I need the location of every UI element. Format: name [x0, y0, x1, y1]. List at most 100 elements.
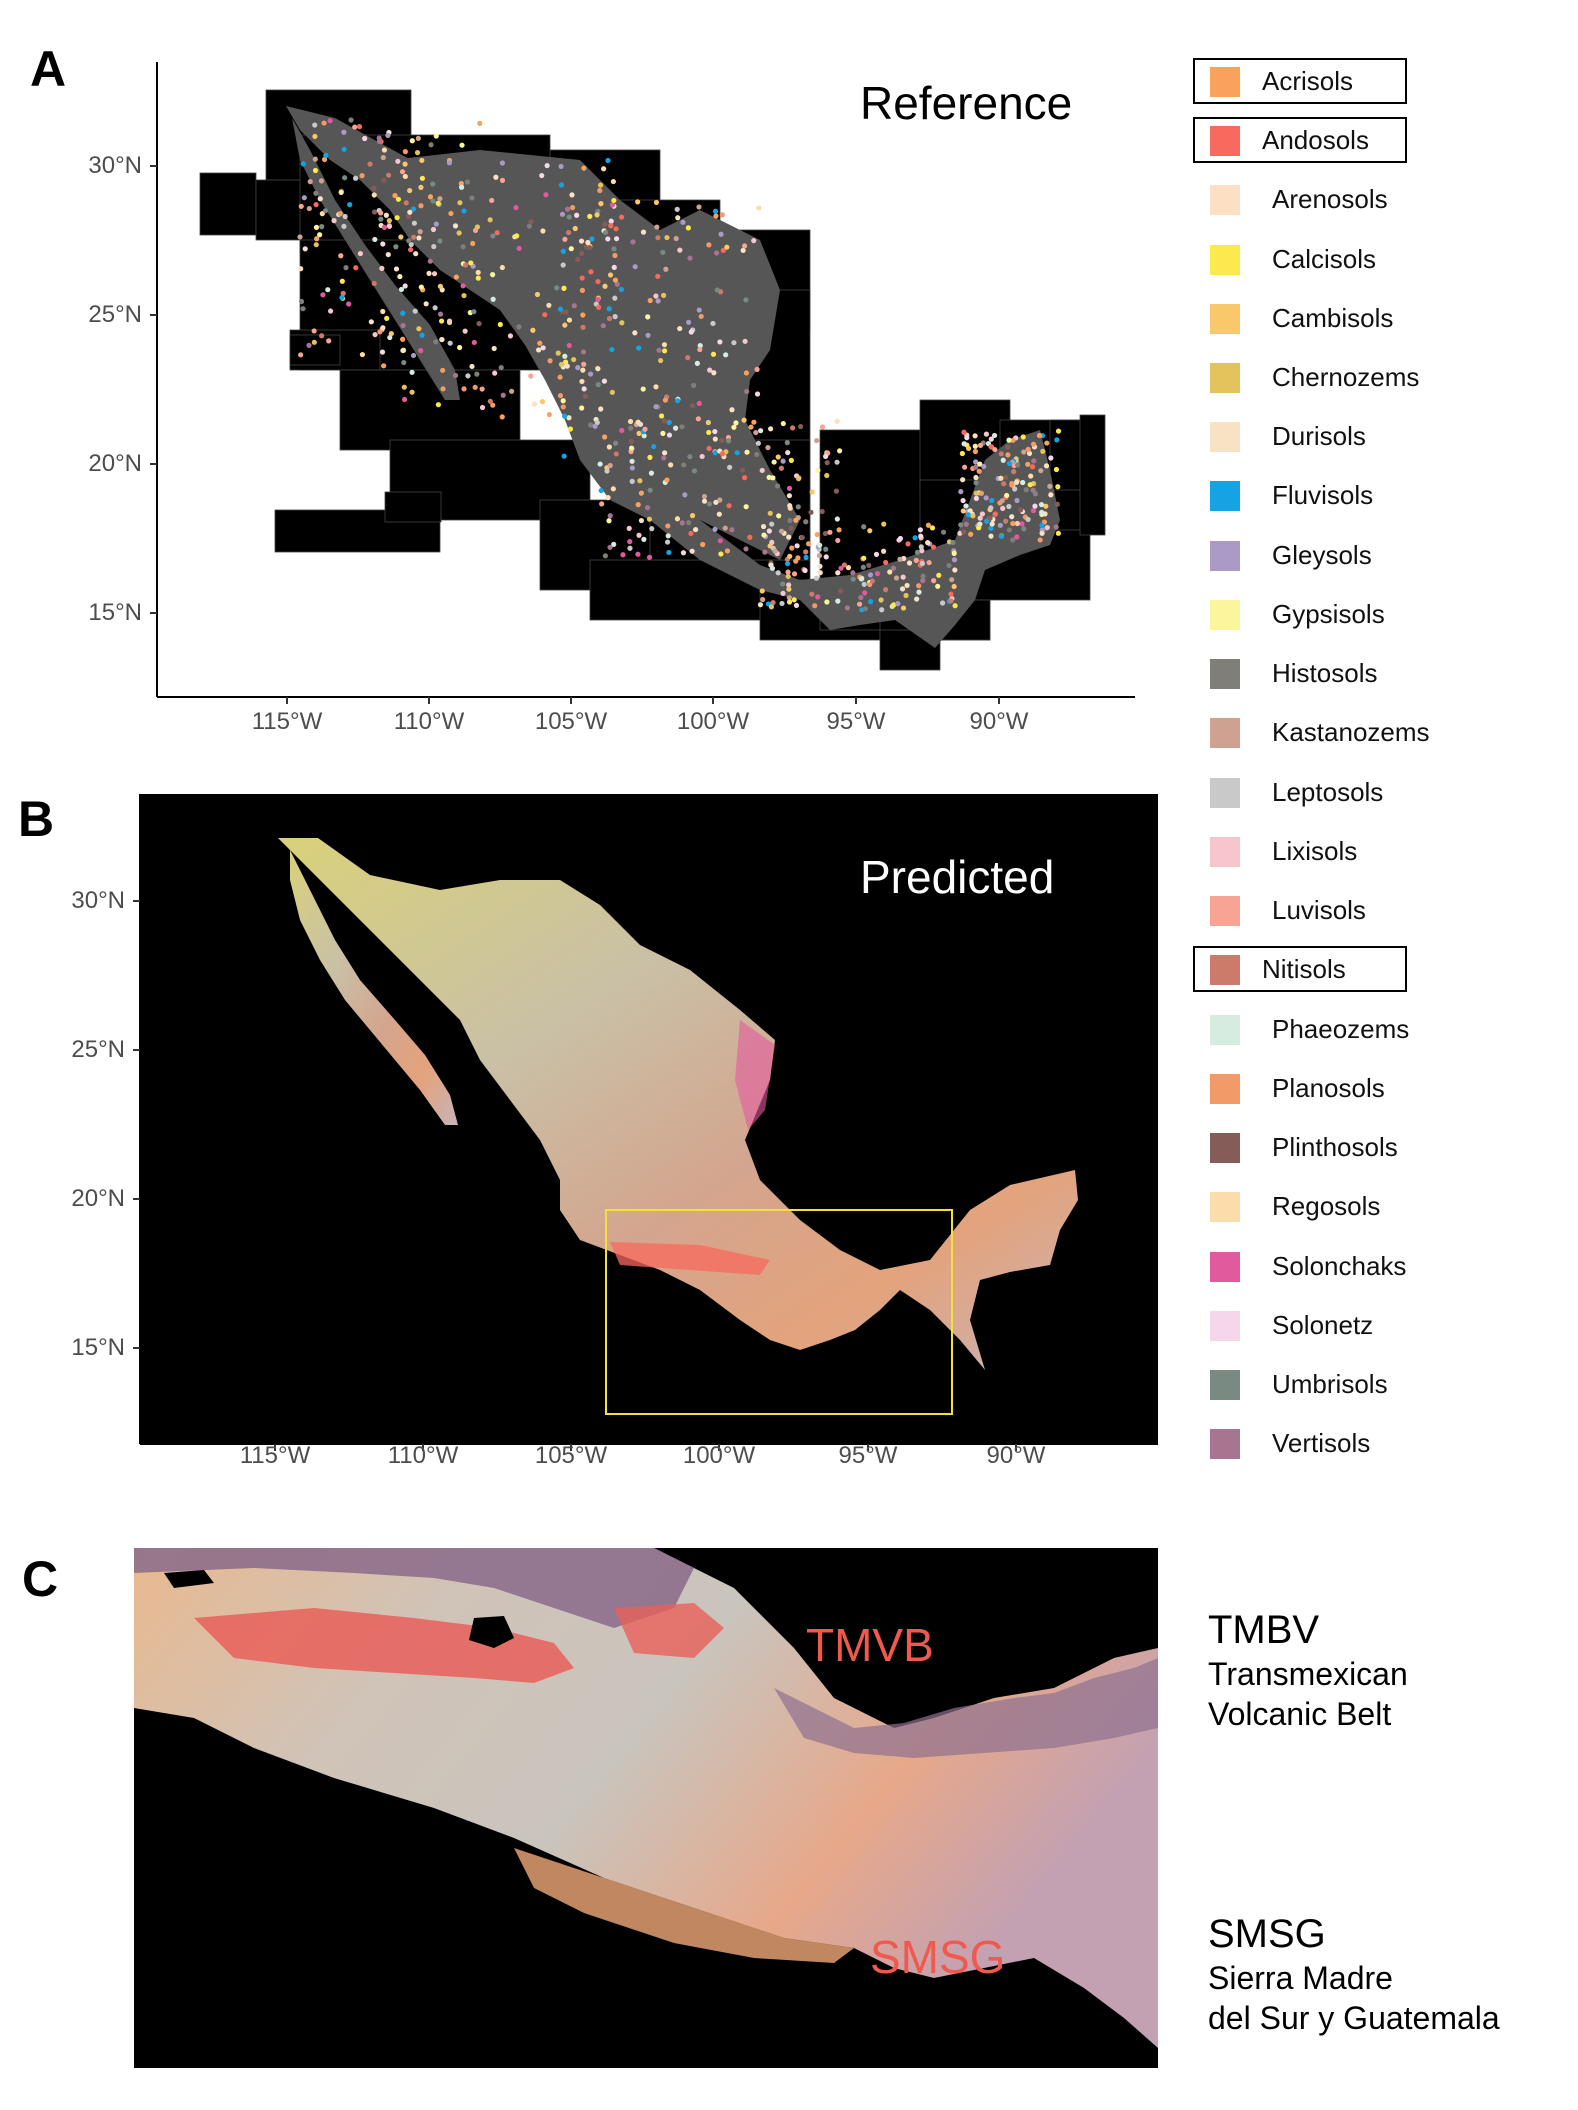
reference-point [342, 175, 348, 181]
reference-point [400, 347, 407, 353]
reference-point [557, 393, 564, 399]
reference-point [595, 296, 601, 303]
reference-point [766, 528, 772, 534]
reference-point [416, 235, 422, 241]
reference-point [696, 400, 702, 406]
reference-point [607, 272, 614, 278]
legend-item: Fluvisols [1210, 474, 1430, 516]
reference-point [731, 340, 737, 346]
legend-swatch [1210, 1252, 1240, 1282]
reference-point [461, 386, 467, 392]
reference-point [595, 382, 601, 388]
reference-point [338, 253, 344, 259]
reference-point [572, 225, 578, 232]
reference-point [560, 398, 566, 404]
legend-item: Gypsisols [1210, 593, 1430, 635]
reference-point [513, 205, 519, 211]
reference-point [627, 539, 633, 545]
reference-point [706, 429, 712, 436]
reference-point [653, 199, 660, 206]
reference-point [998, 533, 1004, 540]
reference-point [603, 229, 609, 236]
reference-point [862, 590, 868, 596]
reference-point [494, 230, 500, 236]
reference-point [713, 213, 719, 219]
reference-point [666, 549, 672, 556]
reference-point [706, 501, 713, 507]
reference-point [1048, 492, 1054, 498]
reference-point [904, 582, 910, 589]
reference-point [759, 467, 765, 474]
reference-point [432, 305, 438, 311]
legend-label: Histosols [1272, 658, 1378, 688]
reference-point [492, 370, 498, 376]
reference-point [609, 346, 615, 353]
reference-point [834, 459, 840, 465]
reference-point [398, 286, 405, 293]
reference-point [580, 312, 586, 318]
reference-point [850, 570, 856, 576]
legend-item: Calcisols [1210, 238, 1430, 280]
reference-point [312, 167, 319, 174]
panel-c-letter: C [22, 1551, 59, 1607]
reference-point [700, 541, 706, 548]
reference-point [394, 215, 400, 221]
reference-point [966, 445, 972, 452]
reference-point [686, 319, 692, 325]
reference-point [407, 187, 413, 194]
reference-point [905, 541, 911, 547]
reference-point [458, 184, 465, 190]
reference-point [717, 538, 723, 544]
panel-b-letter: B [18, 791, 55, 847]
legend-swatch [1210, 718, 1240, 748]
reference-point [780, 458, 786, 464]
reference-point [754, 366, 760, 372]
reference-point [343, 265, 349, 271]
reference-point [887, 569, 893, 575]
reference-point [469, 195, 475, 201]
reference-point [312, 122, 318, 128]
reference-point [788, 525, 794, 531]
reference-point [823, 546, 829, 552]
reference-point [718, 551, 724, 557]
reference-point [838, 588, 844, 594]
reference-point [687, 255, 693, 261]
reference-point [566, 415, 572, 421]
reference-point [405, 213, 412, 220]
reference-point [411, 220, 417, 226]
reference-point [613, 236, 620, 242]
reference-point [387, 334, 393, 341]
reference-point [802, 567, 808, 574]
reference-point [402, 161, 408, 167]
reference-point [644, 505, 651, 511]
legend-swatch [1210, 600, 1240, 630]
reference-point [416, 326, 422, 332]
reference-point [867, 581, 873, 588]
reference-point [558, 361, 565, 368]
reference-point [719, 212, 725, 218]
reference-point [439, 318, 445, 324]
legend-swatch [1210, 126, 1240, 156]
reference-point [490, 402, 496, 408]
legend-item: Kastanozems [1210, 711, 1430, 753]
reference-point [793, 602, 800, 608]
reference-point [770, 475, 776, 481]
reference-point [602, 553, 609, 559]
reference-point [491, 345, 497, 352]
reference-point [973, 459, 979, 465]
reference-point [638, 490, 644, 496]
reference-point [789, 545, 795, 551]
reference-point [988, 505, 994, 511]
reference-point [544, 162, 550, 169]
reference-point [402, 283, 408, 289]
reference-point [992, 446, 998, 453]
reference-point [563, 309, 569, 315]
panel-b-title: Predicted [860, 851, 1055, 903]
reference-point [423, 301, 429, 307]
legend-label: Chernozems [1272, 362, 1420, 392]
reference-point [823, 453, 829, 459]
legend-label: Lixisols [1272, 836, 1358, 866]
reference-point [371, 185, 377, 191]
reference-point [673, 425, 679, 431]
reference-point [972, 443, 978, 449]
